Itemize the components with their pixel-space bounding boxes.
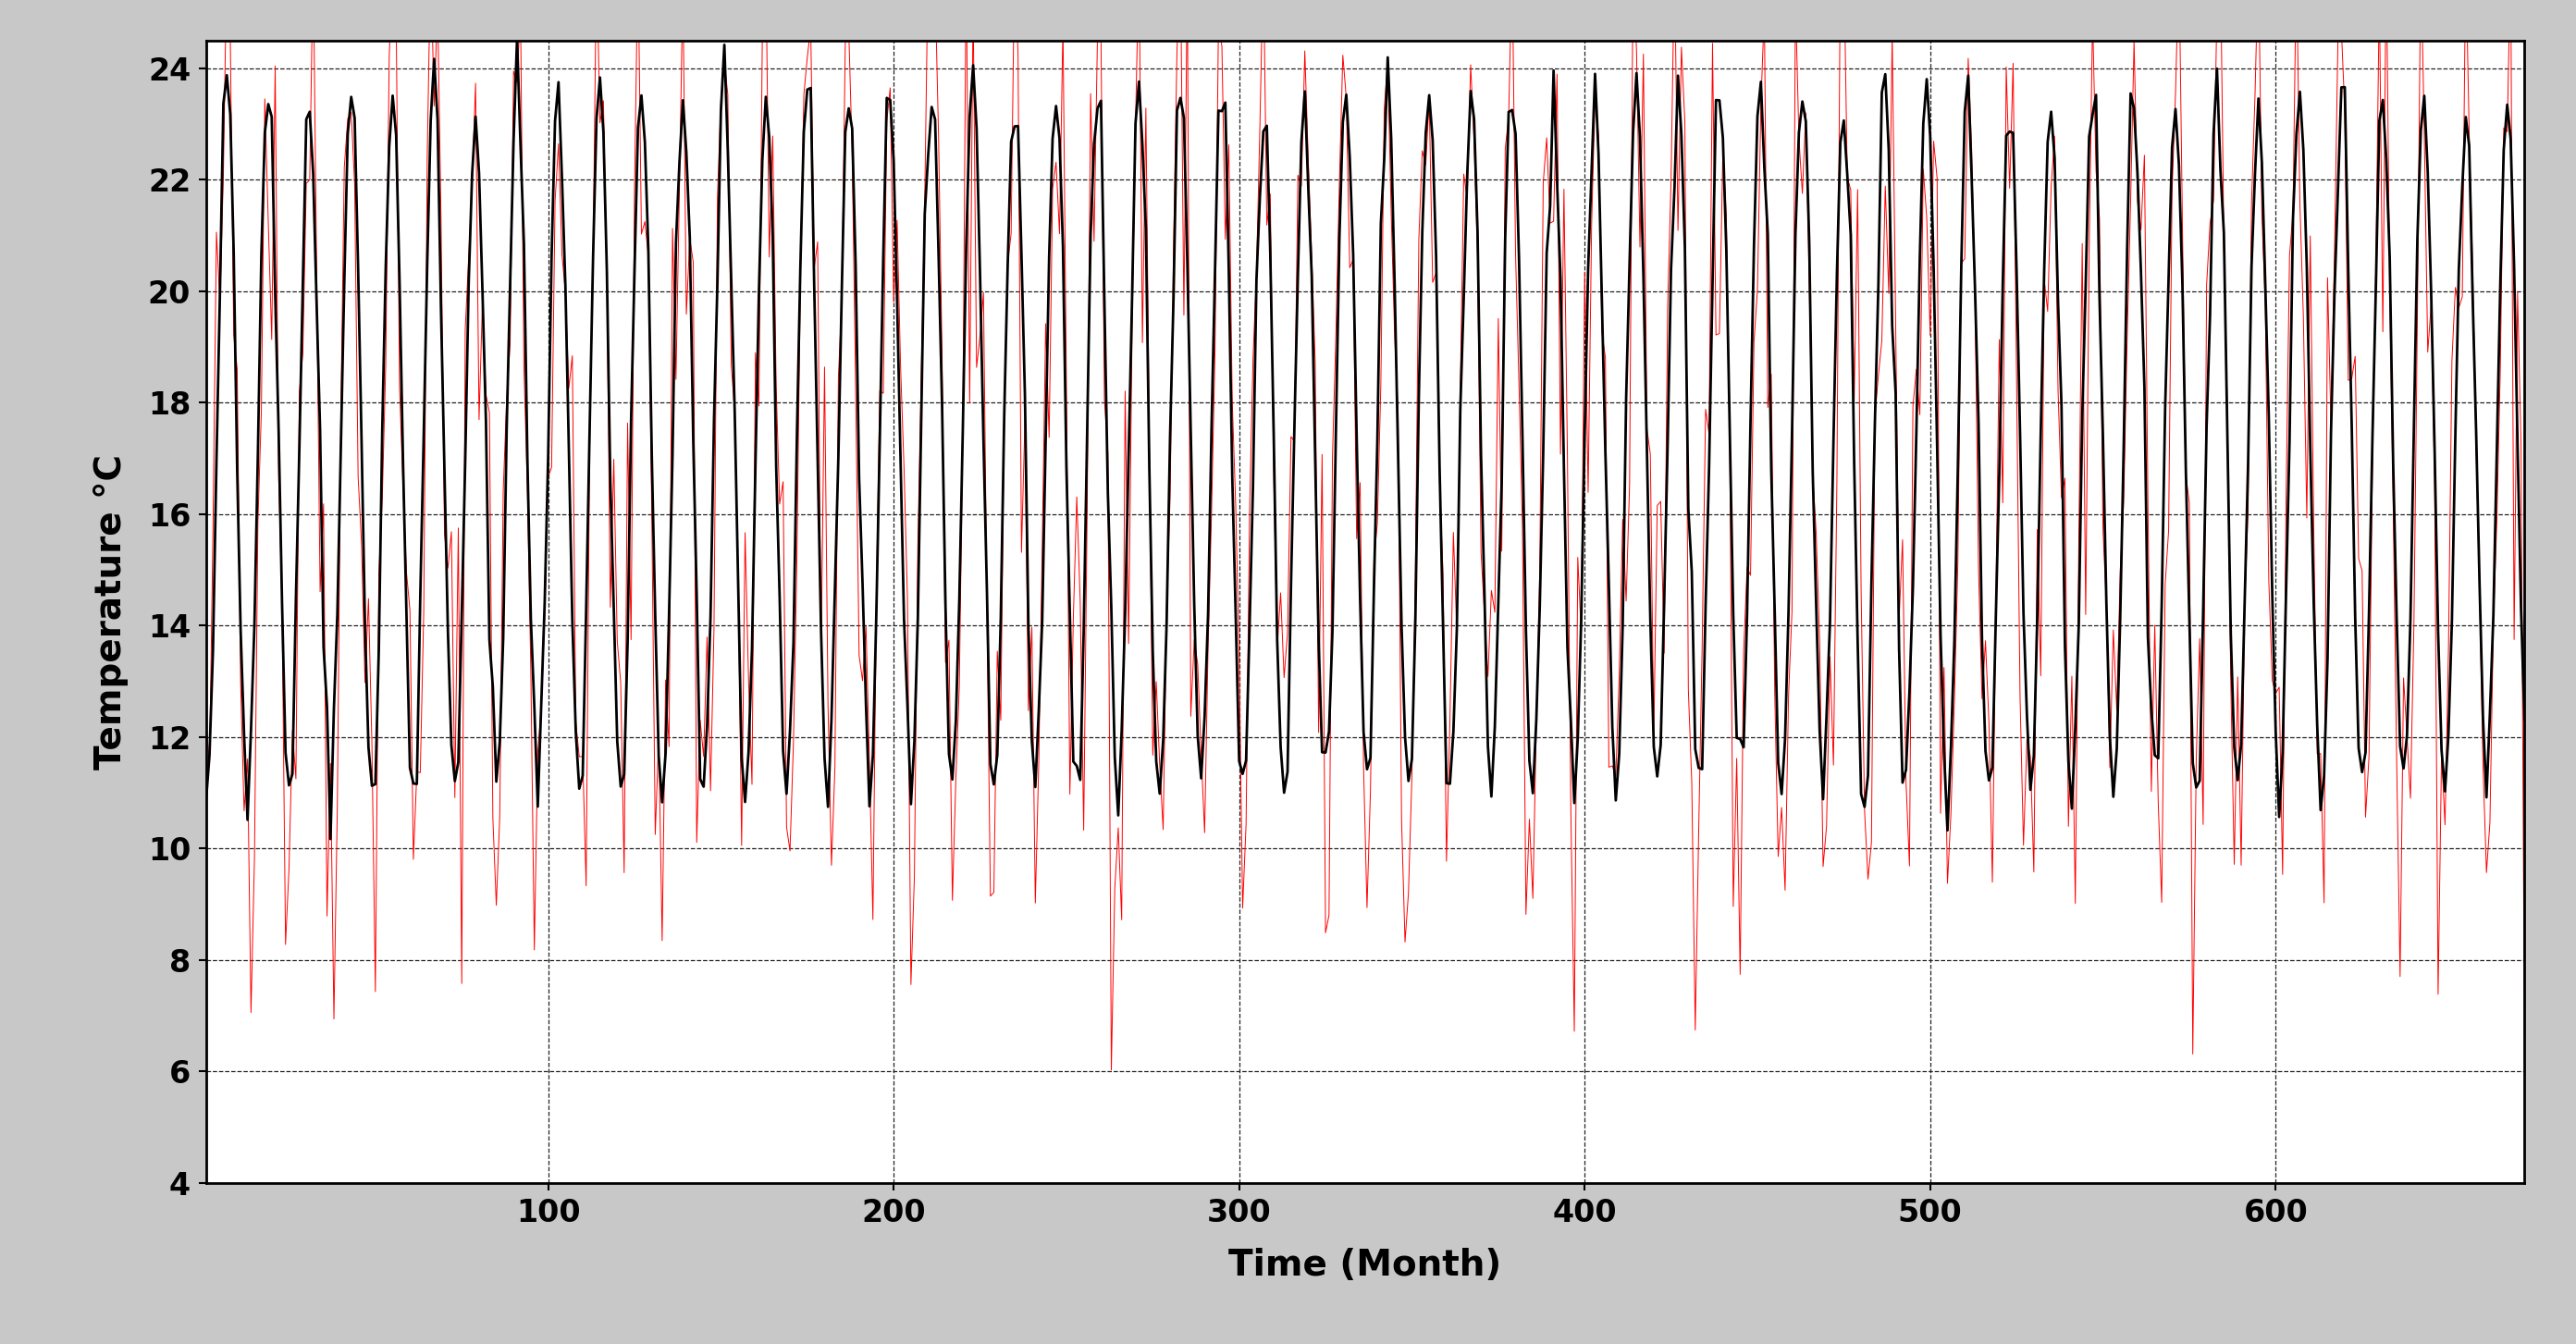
Y-axis label: Temperature °C: Temperature °C	[93, 454, 129, 769]
X-axis label: Time (Month): Time (Month)	[1229, 1249, 1502, 1284]
